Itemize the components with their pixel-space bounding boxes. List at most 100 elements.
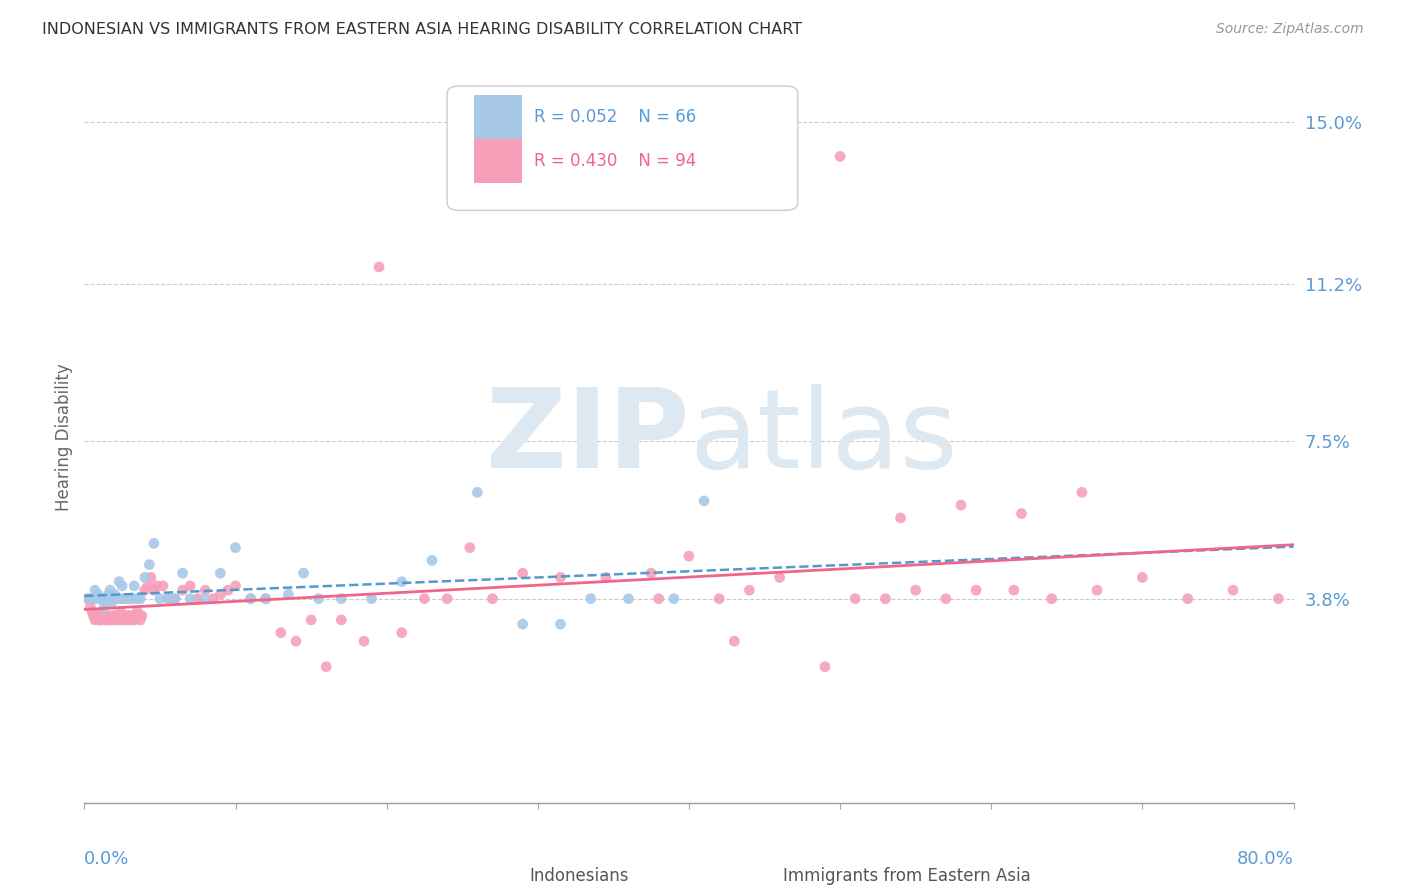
Point (436, 591, 458, 606)
Point (101, 591, 124, 606)
Point (481, 591, 503, 606)
FancyBboxPatch shape (484, 862, 522, 890)
Point (617, 591, 640, 606)
Text: INDONESIAN VS IMMIGRANTS FROM EASTERN ASIA HEARING DISABILITY CORRELATION CHART: INDONESIAN VS IMMIGRANTS FROM EASTERN AS… (42, 22, 803, 37)
FancyBboxPatch shape (474, 95, 522, 139)
Point (117, 591, 139, 606)
Point (152, 579, 174, 593)
Point (172, 566, 194, 581)
Point (640, 566, 662, 581)
Point (163, 591, 186, 606)
Point (1177, 591, 1199, 606)
Point (146, 579, 169, 593)
Text: 80.0%: 80.0% (1237, 850, 1294, 868)
Point (128, 608, 150, 623)
Point (82, 608, 104, 623)
Point (662, 591, 685, 606)
Point (100, 591, 122, 606)
Point (82, 591, 104, 606)
Point (1071, 485, 1094, 500)
Point (91, 591, 114, 606)
Point (950, 498, 973, 512)
Point (98, 591, 121, 606)
Point (163, 591, 186, 606)
Point (105, 591, 128, 606)
Point (80, 591, 103, 606)
Point (91, 604, 114, 618)
Point (105, 591, 128, 606)
Point (254, 591, 277, 606)
Point (107, 608, 129, 623)
Point (284, 634, 308, 648)
Text: atlas: atlas (689, 384, 957, 491)
Point (353, 634, 375, 648)
Point (965, 583, 987, 598)
Point (136, 579, 159, 593)
Point (209, 587, 232, 601)
Point (1002, 583, 1025, 598)
Point (277, 587, 299, 601)
Point (121, 591, 143, 606)
Point (100, 613, 122, 627)
Point (1222, 583, 1244, 598)
Point (84, 583, 107, 598)
Text: Immigrants from Eastern Asia: Immigrants from Eastern Asia (783, 867, 1031, 885)
Point (890, 511, 912, 525)
Point (115, 591, 138, 606)
Point (112, 591, 135, 606)
Point (678, 549, 700, 563)
Point (709, 591, 731, 606)
Point (104, 608, 127, 623)
Point (194, 583, 217, 598)
Point (308, 591, 330, 606)
Point (738, 583, 761, 598)
Point (129, 591, 152, 606)
Point (93, 608, 115, 623)
Point (90, 591, 112, 606)
Point (84, 613, 107, 627)
Point (391, 574, 413, 589)
Point (458, 541, 481, 555)
Point (122, 613, 145, 627)
Point (98, 583, 121, 598)
Point (142, 583, 165, 598)
Point (239, 591, 262, 606)
Point (157, 591, 180, 606)
Point (225, 541, 247, 555)
Point (86, 608, 108, 623)
FancyBboxPatch shape (447, 86, 797, 211)
Point (111, 579, 134, 593)
Point (217, 583, 239, 598)
Point (114, 591, 136, 606)
Point (239, 591, 262, 606)
Point (1267, 591, 1289, 606)
Point (179, 591, 201, 606)
Point (142, 536, 165, 550)
Point (420, 553, 443, 567)
FancyBboxPatch shape (737, 862, 776, 890)
Point (97, 587, 120, 601)
Point (127, 591, 149, 606)
Point (76, 591, 98, 606)
Point (647, 591, 671, 606)
Point (110, 591, 132, 606)
Point (131, 608, 153, 623)
Point (138, 558, 160, 572)
Point (1085, 583, 1108, 598)
Point (187, 591, 209, 606)
Point (935, 591, 957, 606)
Point (413, 591, 436, 606)
Point (292, 566, 315, 581)
Point (115, 613, 138, 627)
Point (122, 579, 145, 593)
Text: R = 0.430    N = 94: R = 0.430 N = 94 (534, 153, 696, 170)
Point (723, 634, 745, 648)
Point (512, 566, 534, 581)
Point (96, 613, 118, 627)
Point (595, 570, 617, 584)
Point (87, 587, 110, 601)
Point (1010, 507, 1032, 521)
Point (100, 596, 122, 610)
Point (125, 608, 148, 623)
Point (179, 579, 201, 593)
